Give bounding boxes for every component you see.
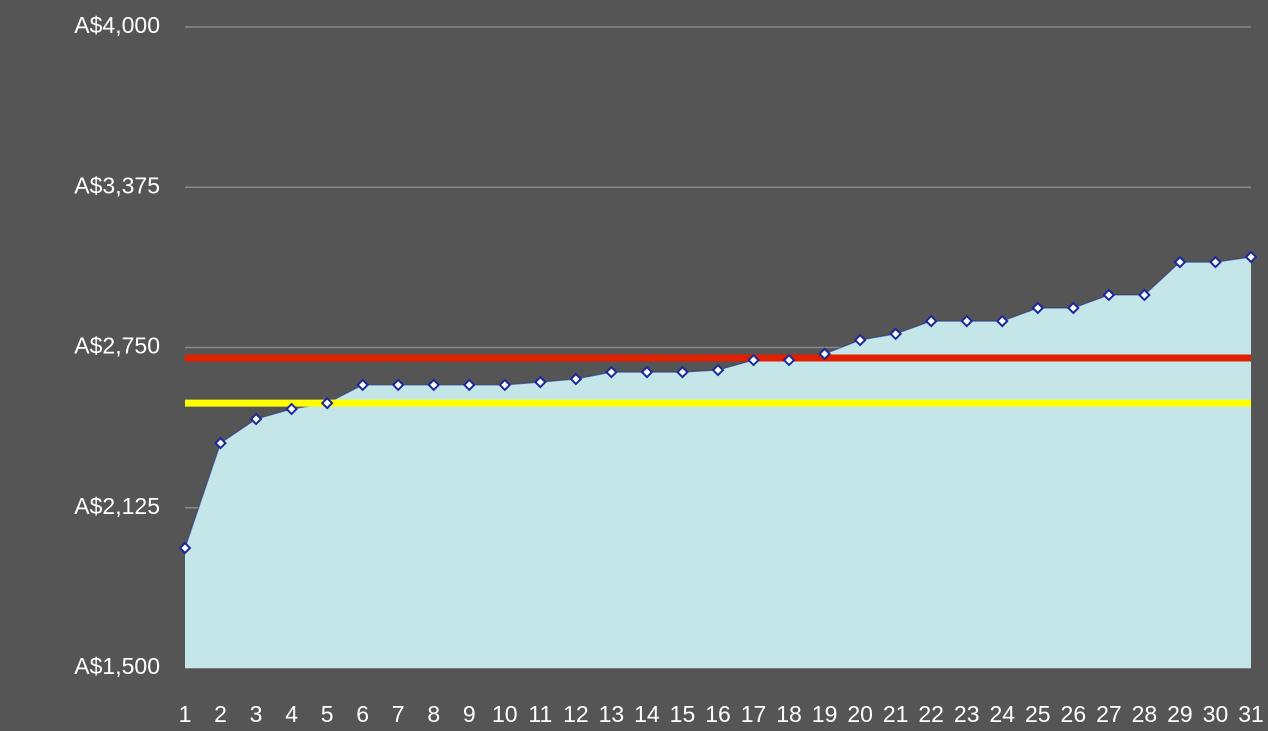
x-tick-label: 14 <box>634 701 660 727</box>
marker <box>605 365 618 379</box>
marker <box>818 347 831 361</box>
x-tick-label: 13 <box>599 701 625 727</box>
x-tick-label: 6 <box>356 701 369 727</box>
x-tick-label: 30 <box>1203 701 1229 727</box>
area <box>185 256 1251 668</box>
y-tick-label: A$2,750 <box>74 333 160 359</box>
marker <box>995 314 1009 328</box>
x-tick-label: 1 <box>179 701 192 727</box>
y-tick-label: A$1,500 <box>74 653 160 679</box>
marker <box>1244 250 1258 264</box>
x-tick-label: 28 <box>1132 701 1158 727</box>
x-tick-label: 8 <box>427 701 440 727</box>
marker <box>640 365 654 379</box>
x-tick-label: 25 <box>1025 701 1051 727</box>
marker <box>782 353 796 367</box>
x-tick-label: 20 <box>847 701 873 727</box>
marker <box>178 541 192 555</box>
marker <box>391 378 405 392</box>
marker <box>285 402 298 416</box>
marker <box>924 314 938 328</box>
marker <box>1031 301 1045 315</box>
marker <box>1102 288 1116 302</box>
marker <box>960 314 974 328</box>
x-tick-label: 15 <box>670 701 696 727</box>
x-tick-label: 27 <box>1096 701 1122 727</box>
x-tick-label: 17 <box>741 701 767 727</box>
x-tick-label: 21 <box>883 701 909 727</box>
marker <box>1209 255 1222 269</box>
x-tick-label: 11 <box>528 701 552 727</box>
x-tick-label: 31 <box>1238 701 1264 727</box>
marker <box>214 436 227 450</box>
marker <box>320 396 334 410</box>
marker <box>1138 288 1151 302</box>
y-tick-label: A$2,125 <box>74 493 160 519</box>
x-tick-label: 9 <box>463 701 476 727</box>
x-tick-label: 16 <box>705 701 731 727</box>
x-tick-label: 18 <box>776 701 802 727</box>
y-tick-label: A$4,000 <box>74 12 160 38</box>
marker <box>427 378 441 392</box>
marker <box>853 333 867 347</box>
x-tick-label: 10 <box>492 701 518 727</box>
x-tick-label: 7 <box>392 701 405 727</box>
marker <box>569 372 583 386</box>
x-tick-label: 19 <box>812 701 838 727</box>
marker <box>462 378 476 392</box>
x-tick-label: 24 <box>989 701 1015 727</box>
x-tick-label: 3 <box>250 701 263 727</box>
x-tick-label: 23 <box>954 701 980 727</box>
marker <box>249 412 263 426</box>
x-tick-label: 5 <box>321 701 334 727</box>
marker <box>889 327 903 341</box>
x-tick-label: 12 <box>563 701 589 727</box>
y-tick-label: A$3,375 <box>74 172 160 198</box>
marker <box>356 378 370 392</box>
marker <box>533 375 547 389</box>
marker <box>711 363 725 377</box>
marker <box>1066 301 1080 315</box>
marker <box>1173 255 1187 269</box>
x-tick-label: 26 <box>1061 701 1087 727</box>
marker <box>676 365 689 379</box>
x-tick-label: 2 <box>214 701 227 727</box>
marker <box>747 353 760 367</box>
x-tick-label: 29 <box>1167 701 1193 727</box>
marker <box>498 378 512 392</box>
x-tick-label: 4 <box>285 701 298 727</box>
x-tick-label: 22 <box>918 701 944 727</box>
